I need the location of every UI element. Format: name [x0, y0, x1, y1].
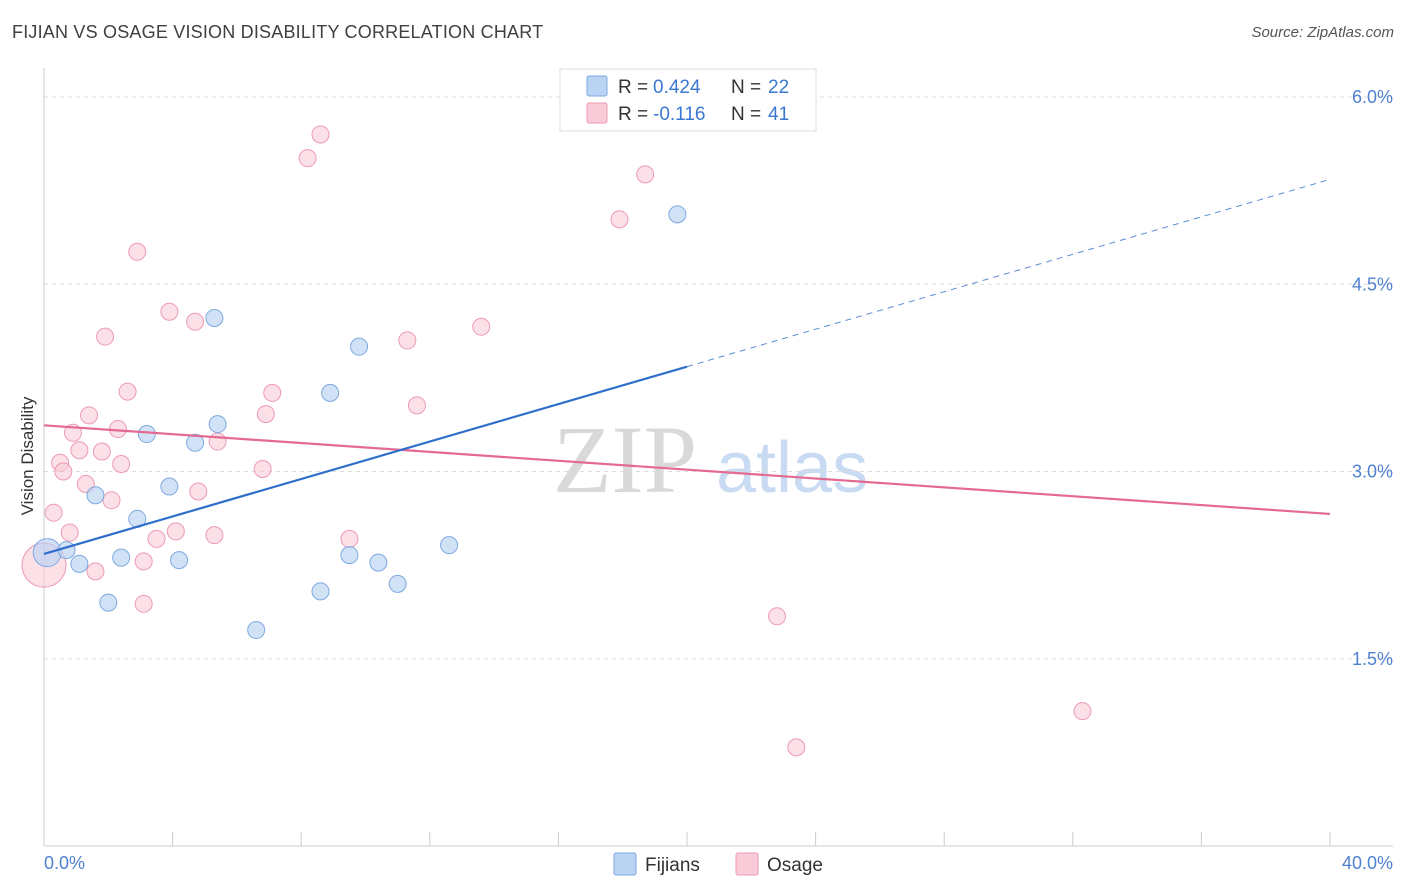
bottom-legend: Fijians Osage [613, 852, 823, 876]
fijian-point [112, 548, 131, 567]
osage-point [256, 405, 275, 424]
legend-n-value-osage: 41 [768, 104, 789, 125]
osage-point [610, 210, 629, 229]
osage-point [60, 523, 79, 542]
x-ticks [43, 832, 1331, 846]
fijian-point [99, 593, 118, 612]
osage-point [96, 327, 115, 346]
osage-point [186, 312, 205, 331]
y-axis-label: Vision Disability [18, 396, 37, 515]
osage-point [311, 125, 330, 144]
osage-point [112, 455, 131, 474]
source-label: Source: ZipAtlas.com [1251, 24, 1394, 41]
legend: R = 0.424 N = 22 R = -0.116 N = 41 [559, 68, 817, 132]
osage-point [1073, 702, 1092, 721]
legend-r-value-fijians: 0.424 [653, 77, 701, 98]
legend-r-label-osage: R = [618, 104, 648, 125]
axes [43, 68, 1393, 847]
osage-point [636, 165, 655, 184]
osage-point [134, 594, 153, 613]
osage-point [340, 529, 359, 548]
osage-point [102, 491, 121, 510]
trend-lines [43, 178, 1331, 555]
fijian-point [311, 582, 330, 601]
osage-point [208, 432, 227, 451]
osage-point [92, 442, 111, 461]
osage-point [253, 460, 272, 479]
fijian-point [137, 425, 156, 444]
y-tick-label: 3.0% [1352, 462, 1393, 482]
fijian-trend-line [43, 365, 688, 555]
fijian-point [205, 308, 224, 327]
legend-swatch-fijians [586, 75, 608, 97]
fijian-point [440, 536, 459, 555]
osage-point [166, 522, 185, 541]
fijian-point [350, 337, 369, 356]
osage-point [147, 529, 166, 548]
legend-n-label-fijians: N = [731, 77, 761, 98]
watermark-atlas: atlas [716, 428, 868, 508]
fijian-point [86, 486, 105, 505]
osage-point [86, 562, 105, 581]
osage-point [263, 383, 282, 402]
legend-swatch-osage [586, 102, 608, 124]
osage-point [54, 462, 73, 481]
y-tick-labels: 1.5% 3.0% 4.5% 6.0% [1352, 87, 1393, 669]
fijian-point [340, 546, 359, 565]
osage-trend-line [43, 424, 1331, 516]
fijian-point [186, 433, 205, 452]
x-tick-label-max: 40.0% [1342, 853, 1393, 873]
osage-point [407, 396, 426, 415]
osage-point [118, 382, 137, 401]
grid-lines [44, 96, 1393, 660]
bottom-legend-label-fijians: Fijians [645, 855, 700, 876]
fijian-point [170, 551, 189, 570]
legend-r-value-osage: -0.116 [653, 104, 705, 125]
osage-point [398, 331, 417, 350]
osage-point [160, 302, 179, 321]
legend-n-value-fijians: 22 [768, 77, 789, 98]
bottom-legend-label-osage: Osage [767, 855, 823, 876]
y-tick-label: 6.0% [1352, 87, 1393, 107]
osage-point [298, 149, 317, 168]
bottom-legend-swatch-osage [735, 852, 759, 876]
fijian-point [70, 554, 89, 573]
fijian-point [160, 477, 179, 496]
osage-point [134, 552, 153, 571]
osage-point [205, 526, 224, 545]
osage-point [787, 738, 806, 757]
fijian-point [388, 574, 407, 593]
legend-r-label-fijians: R = [618, 77, 648, 98]
x-tick-label-min: 0.0% [44, 853, 85, 873]
chart-title: FIJIAN VS OSAGE VISION DISABILITY CORREL… [12, 22, 544, 42]
fijian-point [208, 415, 227, 434]
osage-point [44, 503, 63, 522]
osage-point [80, 406, 99, 425]
fijian-point [247, 621, 266, 640]
fijian-point [668, 205, 687, 224]
legend-n-label-osage: N = [731, 104, 761, 125]
fijian-point [321, 383, 340, 402]
osage-point [768, 607, 787, 626]
osage-point [70, 441, 89, 460]
y-tick-label: 4.5% [1352, 274, 1393, 294]
y-tick-label: 1.5% [1352, 649, 1393, 669]
watermark-zip: ZIP [553, 406, 697, 513]
bottom-legend-swatch-fijians [613, 852, 637, 876]
osage-point [189, 482, 208, 501]
fijian-point [369, 553, 388, 572]
osage-point [472, 317, 491, 336]
fijian-points [32, 205, 687, 640]
osage-point [128, 242, 147, 261]
fijian-trend-line-extension [686, 178, 1331, 368]
